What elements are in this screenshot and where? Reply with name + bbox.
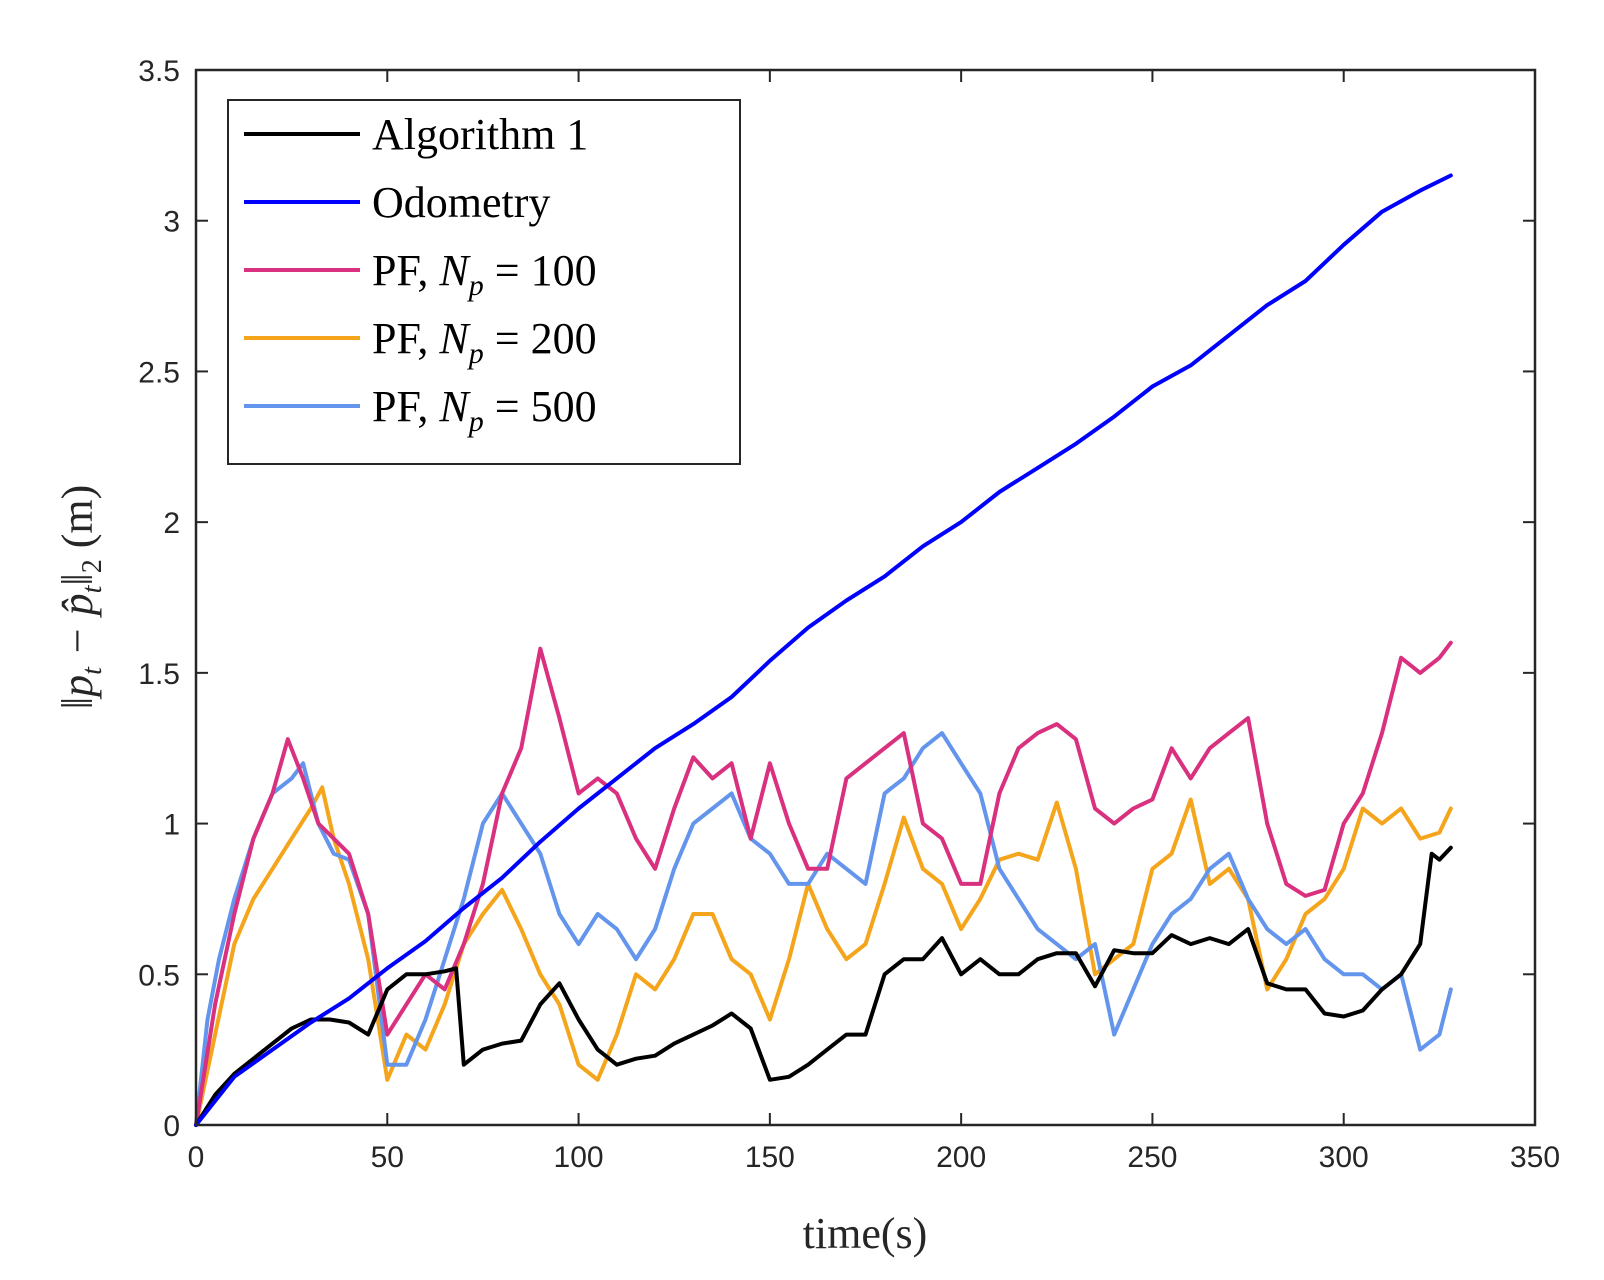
y-axis-label: ‖pt − p̂t‖2 (m) (53, 485, 108, 710)
x-tick-label: 250 (1127, 1141, 1177, 1174)
x-tick-label: 100 (554, 1141, 604, 1174)
x-tick-label: 50 (371, 1141, 404, 1174)
series-line-algorithm-1 (194, 845, 1453, 1127)
y-tick-label: 2.5 (138, 356, 180, 389)
series-layer (194, 173, 1453, 1127)
legend-box (227, 99, 741, 465)
x-tick-label: 300 (1319, 1141, 1369, 1174)
legend-entries: Algorithm 1 Odometry PF, Np = 100 PF, Np = … (244, 110, 597, 438)
legend: Algorithm 1 Odometry PF, Np = 100 PF, Np = … (227, 99, 741, 465)
legend-label: PF, Np = 100 (372, 246, 597, 302)
y-tick-label: 2 (163, 507, 180, 540)
y-tick-label: 3.5 (138, 55, 180, 88)
x-tick-label: 150 (745, 1141, 795, 1174)
legend-label: PF, Np = 200 (372, 314, 597, 370)
x-axis-label: time(s) (803, 1209, 928, 1258)
axes-box (194, 68, 1537, 1127)
y-tick-label: 0 (163, 1110, 180, 1143)
series-line-pf-n-p-100 (194, 640, 1453, 1127)
legend-label: Odometry (372, 178, 550, 227)
x-tick-label: 350 (1510, 1141, 1560, 1174)
y-tick-label: 3 (163, 206, 180, 239)
y-tick-label: 1.5 (138, 658, 180, 691)
ticks-layer: 0 50 100 150 200 250 300 350 0 0.5 1 1.5 2 2.5 3 3.5 (138, 55, 1560, 1174)
y-tick-label: 0.5 (138, 959, 180, 992)
y-tick-label: 1 (163, 809, 180, 842)
series-line-odometry (194, 173, 1453, 1127)
x-tick-label: 200 (936, 1141, 986, 1174)
legend-label: Algorithm 1 (372, 110, 588, 159)
x-tick-label: 0 (188, 1141, 205, 1174)
legend-label: PF, Np = 500 (372, 382, 597, 438)
